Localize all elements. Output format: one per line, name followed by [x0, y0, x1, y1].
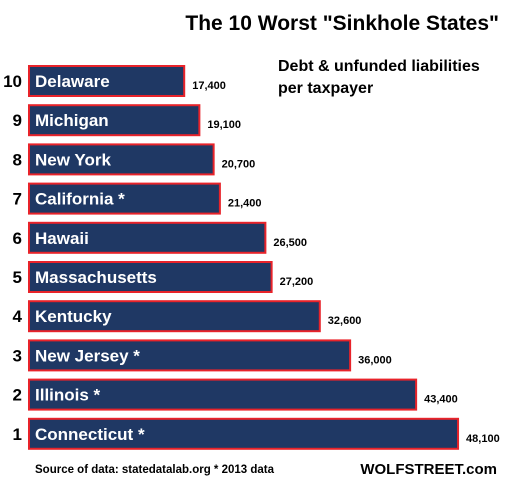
- bar-category-label: Hawaii: [35, 229, 89, 248]
- bar-category-label: Kentucky: [35, 307, 112, 326]
- rank-label: 9: [13, 111, 22, 130]
- chart-title: The 10 Worst "Sinkhole States": [185, 12, 499, 35]
- rank-label: 6: [13, 229, 22, 248]
- bar-category-label: Michigan: [35, 111, 109, 130]
- bar-category-label: Connecticut *: [35, 425, 145, 444]
- chart-subtitle: Debt & unfunded liabilities per taxpayer: [278, 58, 480, 97]
- bar-value-label: 48,100: [466, 433, 500, 445]
- bar: [28, 339, 352, 372]
- bar-value-label: 26,500: [273, 237, 307, 249]
- bar-category-label: Illinois *: [35, 386, 101, 405]
- bar: [28, 221, 267, 254]
- bar: [28, 300, 321, 333]
- bar-value-label: 20,700: [222, 158, 256, 170]
- rank-label: 8: [13, 150, 22, 169]
- source-note: Source of data: statedatalab.org * 2013 …: [35, 464, 275, 476]
- rank-label: 10: [3, 72, 22, 91]
- bar-value-label: 36,000: [358, 354, 392, 366]
- bar-category-label: New Jersey *: [35, 346, 140, 365]
- rank-label: 5: [13, 268, 22, 287]
- bar-category-label: Delaware: [35, 72, 110, 91]
- brand-label: WOLFSTREET.com: [360, 461, 497, 478]
- bar-value-label: 32,600: [328, 315, 362, 327]
- rank-label: 4: [13, 307, 23, 326]
- bar: [28, 143, 215, 176]
- bar: [28, 104, 201, 137]
- rank-label: 3: [13, 346, 22, 365]
- bar-category-label: Massachusetts: [35, 268, 157, 287]
- bar-category-label: California *: [35, 190, 125, 209]
- rank-label: 2: [13, 386, 22, 405]
- bar-category-label: New York: [35, 150, 111, 169]
- bar-value-label: 19,100: [207, 119, 241, 131]
- bar: [28, 261, 273, 293]
- bar-value-label: 21,400: [228, 198, 262, 210]
- bar: [28, 65, 186, 97]
- rank-label: 7: [13, 190, 22, 209]
- bar-value-label: 27,200: [280, 276, 314, 288]
- bar-value-label: 17,400: [192, 80, 226, 92]
- bar: [28, 417, 460, 450]
- rank-label: 1: [13, 425, 22, 444]
- bar: [28, 182, 221, 215]
- bar-value-label: 43,400: [424, 394, 458, 406]
- bar: [28, 378, 418, 411]
